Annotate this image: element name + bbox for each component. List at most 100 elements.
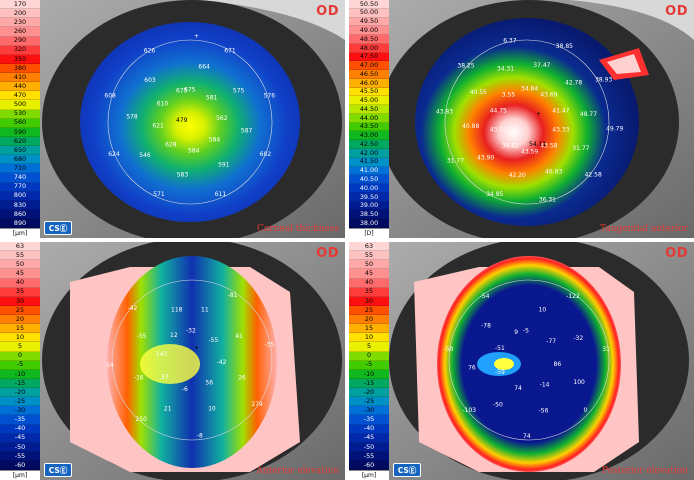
scale-step: 350: [0, 54, 40, 64]
scale-step: -30: [0, 406, 40, 416]
map-value-label: 6.37: [503, 38, 517, 45]
map-value-label: -8: [197, 432, 203, 439]
map-value-label: -32: [186, 328, 196, 335]
scale-step: 470: [0, 91, 40, 101]
map-value-label: -77: [546, 338, 556, 345]
scale-step: -60: [349, 461, 389, 471]
scale-step: -10: [0, 369, 40, 379]
scale-step: 38.50: [349, 210, 389, 220]
scale-step: 42.00: [349, 149, 389, 158]
scale-step: -45: [0, 433, 40, 443]
scale-step: -50: [349, 442, 389, 452]
map-value-label: 583: [177, 172, 189, 179]
map-value-label: 42.78: [565, 79, 582, 86]
map-value-label: 10: [539, 307, 547, 314]
map-value-label: 591: [218, 162, 230, 169]
map-value-label: 10: [208, 405, 216, 412]
map-value-label: 12: [170, 332, 178, 339]
eye-label: OD: [665, 4, 688, 19]
eye-label: OD: [316, 246, 339, 261]
svg-text:+: +: [536, 111, 541, 118]
map-value-label: 43.83: [436, 109, 453, 116]
scale-step: 55: [349, 251, 389, 261]
map-value-label: -54: [480, 293, 490, 300]
map-value-label: -78: [481, 323, 491, 330]
map-value-label: 250: [136, 416, 148, 423]
scale-step: 530: [0, 109, 40, 119]
map-value-label: 41: [235, 333, 243, 340]
scale-step: 230: [0, 18, 40, 28]
map-value-label: 587: [241, 127, 253, 134]
map-value-label: 86: [554, 361, 562, 368]
map-value-label: 31.77: [572, 145, 589, 152]
map-value-label: 628: [165, 142, 177, 149]
map-value-label: 575: [233, 88, 245, 95]
map-value-label: 43.90: [477, 155, 494, 162]
cso-logo: CSⒺ: [44, 221, 72, 235]
scale-step: 0: [0, 351, 40, 361]
map-value-label: 38.25: [457, 63, 474, 70]
map-value-label: 49.79: [606, 126, 623, 133]
map-value-label: 576: [264, 92, 276, 99]
cso-logo: CSⒺ: [393, 463, 421, 477]
map-value-label: 54: [106, 362, 114, 369]
scale-step: -20: [0, 388, 40, 398]
map-value-label: 56: [205, 380, 213, 387]
center-value: 479: [176, 117, 188, 124]
map-value-label: -14: [540, 382, 550, 389]
scale-step: -5: [0, 360, 40, 370]
scale-step: 50.50: [349, 0, 389, 9]
map-value-label: 46.93: [545, 168, 562, 175]
scale-step: -30: [349, 406, 389, 416]
map-value-label: -32: [573, 335, 583, 342]
scale-unit: [µm]: [0, 470, 40, 480]
scale-step: 40: [349, 278, 389, 288]
eye-label: OD: [665, 246, 688, 261]
map-value-label: 43.33: [552, 127, 569, 134]
map-value-label: 621: [152, 123, 164, 130]
map-value-label: 279: [251, 401, 263, 408]
map-value-label: 9: [514, 329, 518, 336]
map-value-label: 3.55: [502, 92, 516, 99]
scale-step: 770: [0, 182, 40, 192]
map-value-label: 581: [206, 95, 218, 102]
map-value-label: -59: [495, 369, 505, 376]
posterior-elevation-color-scale: 63 55 50 45 40 35 30 25 20 15 10 5 0 -5 -10 -15 -20 -25 -3…: [349, 242, 389, 480]
map-value-label: 143: [156, 351, 168, 358]
map-value-label: 562: [216, 115, 228, 122]
map-value-label: 664: [198, 64, 210, 71]
scale-step: -5: [349, 360, 389, 370]
map-value-label: 611: [215, 191, 227, 198]
map-value-label: 74: [523, 433, 531, 440]
thickness-color-scale: 170 200 230 260 290 320 350 380 410 440 470 500 530 5…: [0, 0, 40, 238]
scale-step: 410: [0, 73, 40, 83]
map-value-label: -42: [217, 359, 227, 366]
map-value-label: 74: [514, 385, 522, 392]
map-value-label: 671: [224, 47, 236, 54]
tangential-color-scale: 50.50 50.00 49.50 49.00 48.50 48.00 47.50 47.00…: [349, 0, 389, 238]
map-value-label: 31: [602, 346, 610, 353]
scale-step: 47.50: [349, 52, 389, 62]
anterior-elevation-map: + -3211-81-5541-35-42262795610-8-6212503…: [0, 242, 345, 480]
scale-step: 44.50: [349, 105, 389, 114]
map-value-label: 40.88: [462, 123, 479, 130]
scale-step: -35: [349, 415, 389, 425]
scale-step: 200: [0, 9, 40, 19]
scale-step: 25: [0, 305, 40, 315]
scale-step: 20: [0, 315, 40, 325]
map-value-label: 42.58: [585, 171, 602, 178]
scale-step: 41.00: [349, 166, 389, 176]
scale-step: 43.50: [349, 122, 389, 132]
map-value-label: 34.84: [521, 86, 538, 93]
scale-step: 710: [0, 164, 40, 174]
map-value-label: -122: [566, 293, 580, 300]
corneal-thickness-panel: 479 + 675 664 671 581 575 576 562 587 602 584 591 6…: [0, 0, 345, 238]
scale-step: 40.50: [349, 175, 389, 185]
scale-step: 46.50: [349, 70, 389, 79]
map-value-label: -55: [137, 333, 147, 340]
scale-step: 440: [0, 82, 40, 92]
map-title: Anterior elevation: [256, 466, 339, 476]
map-value-label: -50: [444, 346, 454, 353]
scale-step: 20: [349, 315, 389, 325]
map-title: Tangential anterior: [600, 224, 688, 234]
